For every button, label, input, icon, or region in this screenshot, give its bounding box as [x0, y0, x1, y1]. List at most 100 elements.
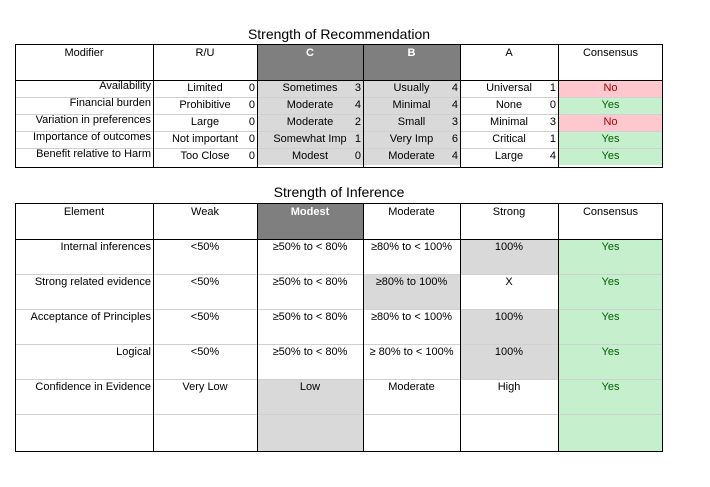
inf-cell-modest: Low	[299, 381, 321, 393]
rec-consensus: No	[558, 80, 663, 97]
inf-header-moderate: Moderate	[388, 206, 435, 218]
rec-score: 0	[248, 116, 255, 128]
rec-header-b: B	[363, 44, 460, 80]
inf-cell-label: Internal inferences	[60, 241, 152, 253]
inf-cell-label: Acceptance of Principles	[30, 311, 151, 323]
grid-line	[15, 114, 663, 115]
rec-score-wrap: 3	[257, 80, 363, 97]
inf-cell-strong: 100%	[494, 241, 524, 253]
grid-line	[15, 80, 663, 81]
inf-cell-weak: <50%	[190, 241, 220, 253]
rec-score: 1	[549, 133, 556, 145]
inference-title: Strength of Inference	[273, 184, 405, 200]
rec-score-wrap: 0	[257, 148, 363, 165]
rec-cell-a: Critical	[492, 133, 526, 145]
inf-cell-moderate: ≥80% to 100%	[375, 276, 448, 288]
rec-header-consensus: Consensus	[582, 47, 639, 59]
rec-row-label: Importance of outcomes	[32, 131, 151, 143]
inf-cell-weak: Very Low	[182, 381, 228, 393]
inf-cell-modest: ≥50% to < 80%	[272, 346, 348, 358]
rec-score: 2	[354, 116, 361, 128]
rec-cell-ru: Large	[190, 116, 220, 128]
rec-score-wrap: 1	[257, 131, 363, 148]
rec-score-wrap: 1	[460, 80, 558, 97]
grid-line	[460, 44, 461, 167]
rec-header-ru: R/U	[195, 47, 215, 59]
rec-score: 1	[549, 82, 556, 94]
rec-score-wrap: 4	[363, 97, 460, 114]
rec-cell-b: Very Imp	[363, 131, 460, 148]
rec-score: 0	[248, 82, 255, 94]
grid-line	[15, 44, 16, 167]
rec-score-wrap: 4	[257, 97, 363, 114]
rec-cell-ru: Too Close	[180, 150, 230, 162]
inf-shade	[460, 309, 558, 344]
rec-score-wrap: 4	[363, 148, 460, 165]
rec-score-wrap: 3	[363, 114, 460, 131]
rec-score: 0	[354, 150, 361, 162]
grid-line	[15, 97, 663, 98]
rec-score: 0	[549, 99, 556, 111]
inf-shade	[363, 274, 460, 309]
rec-score: 0	[248, 133, 255, 145]
grid-line	[15, 274, 663, 275]
inf-cell-label: Strong related evidence	[34, 276, 151, 288]
rec-row-label: Availability	[99, 80, 151, 92]
inf-cell-consensus: Yes	[601, 276, 620, 288]
inf-cell-moderate: ≥ 80% to < 100%	[369, 346, 454, 358]
grid-line	[257, 44, 258, 167]
rec-score-wrap: 0	[153, 114, 257, 131]
rec-score-wrap: 0	[460, 97, 558, 114]
grid-line	[15, 239, 663, 240]
rec-score: 1	[354, 133, 361, 145]
rec-row-label: Financial burden	[69, 97, 151, 109]
rec-cell-b: Minimal	[363, 97, 460, 114]
rec-cell-ru: Prohibitive	[179, 99, 231, 111]
rec-header-modifier: Modifier	[64, 47, 104, 59]
rec-cell-a: Universal	[486, 82, 532, 94]
grid-line	[558, 44, 559, 167]
rec-consensus: No	[558, 114, 663, 131]
grid-line	[363, 203, 364, 451]
rec-score: 0	[248, 150, 255, 162]
grid-line	[15, 203, 16, 451]
rec-cell-a: Minimal	[490, 116, 528, 128]
rec-score-wrap: 4	[460, 148, 558, 165]
inf-cell-consensus: Yes	[601, 241, 620, 253]
rec-cell-b: Usually	[363, 80, 460, 97]
inf-cell-consensus: Yes	[601, 346, 620, 358]
grid-line	[662, 44, 663, 167]
rec-score: 3	[354, 82, 361, 94]
grid-line	[15, 44, 663, 45]
inf-shade	[257, 379, 363, 451]
inf-cell-moderate: ≥80% to < 100%	[371, 311, 452, 323]
grid-line	[15, 344, 663, 345]
rec-score-wrap: 6	[363, 131, 460, 148]
inf-cell-label: Logical	[116, 346, 151, 358]
inf-cell-consensus: Yes	[601, 381, 620, 393]
rec-cell-b: Small	[363, 114, 460, 131]
inf-cell-moderate: ≥80% to < 100%	[371, 241, 452, 253]
rec-cell-c: Somewhat Imp	[257, 131, 363, 148]
rec-score-wrap: 0	[153, 131, 257, 148]
grid-line	[153, 44, 154, 167]
inf-cell-modest: ≥50% to < 80%	[272, 276, 348, 288]
rec-row-label: Variation in preferences	[35, 114, 151, 126]
rec-cell-b: Moderate	[363, 148, 460, 165]
rec-score: 4	[451, 150, 458, 162]
rec-cell-c: Moderate	[257, 114, 363, 131]
rec-score-wrap: 0	[153, 80, 257, 97]
rec-score-wrap: 4	[363, 80, 460, 97]
grid-line	[15, 379, 663, 380]
rec-cell-a: Large	[494, 150, 524, 162]
rec-cell-ru: Not important	[171, 133, 239, 145]
inf-cell-consensus: Yes	[601, 311, 620, 323]
grid-line	[15, 414, 663, 415]
inf-cell-weak: <50%	[190, 276, 220, 288]
grid-line	[460, 203, 461, 451]
grid-line	[363, 44, 364, 167]
rec-score-wrap: 2	[257, 114, 363, 131]
rec-cell-ru: Limited	[187, 82, 223, 94]
inf-header-consensus: Consensus	[582, 206, 639, 218]
rec-score: 4	[354, 99, 361, 111]
